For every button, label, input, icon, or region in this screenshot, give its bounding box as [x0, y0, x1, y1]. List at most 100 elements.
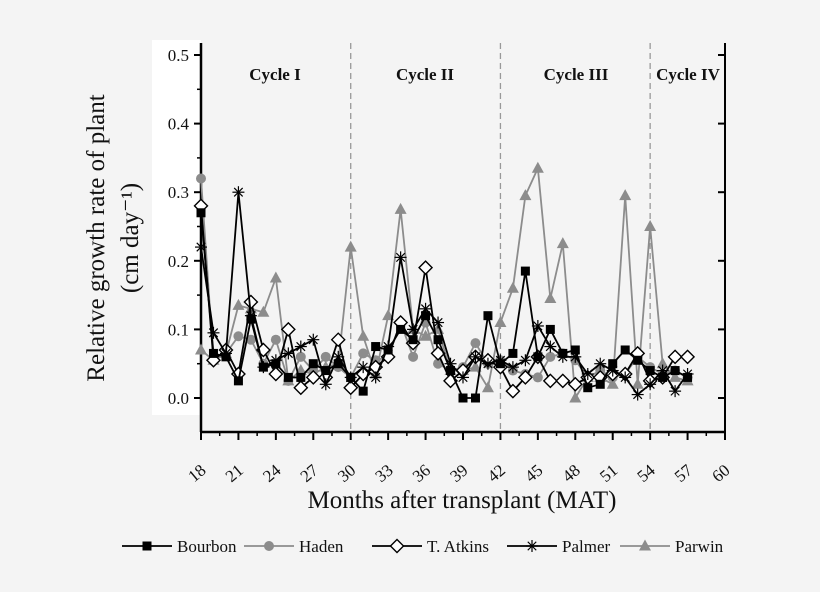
- x-tick-label: 36: [409, 461, 434, 486]
- marker-star: [369, 371, 382, 384]
- marker-star: [457, 371, 469, 384]
- marker-square: [421, 311, 431, 321]
- x-axis-label: Months after transplant (MAT): [308, 487, 617, 514]
- marker-star-stroke: [595, 359, 605, 369]
- marker-square: [683, 372, 693, 382]
- series-group: [193, 161, 696, 403]
- marker-triangle: [519, 189, 532, 201]
- marker-circle: [433, 358, 444, 369]
- x-tick-label: 24: [259, 460, 285, 486]
- marker-diamond: [680, 349, 696, 365]
- marker-triangle: [357, 329, 370, 341]
- marker-star-stroke: [283, 348, 294, 359]
- legend: Bourbon Haden T. Atkins Palmer Parwin: [122, 537, 724, 556]
- marker-square: [358, 386, 368, 396]
- marker-diamond: [280, 321, 296, 337]
- cycle-label-1: Cycle I: [249, 65, 301, 84]
- marker-triangle: [606, 377, 619, 389]
- legend-label: Haden: [299, 537, 344, 556]
- marker-star: [506, 361, 519, 374]
- marker-square: [321, 366, 331, 376]
- marker-star-stroke: [520, 355, 531, 365]
- marker-diamond: [542, 373, 558, 389]
- marker-triangle: [639, 539, 651, 551]
- marker-star: [544, 340, 557, 353]
- marker-square: [433, 335, 443, 345]
- marker-triangle: [644, 220, 657, 231]
- y-axis-label: Relative growth rate of plant: [83, 94, 110, 381]
- marker-star: [282, 347, 295, 360]
- marker-triangle: [419, 329, 432, 341]
- marker-square: [308, 359, 318, 369]
- marker-triangle: [469, 360, 482, 372]
- x-tick-label: 48: [559, 461, 584, 486]
- marker-circle: [196, 173, 206, 184]
- series-line: [200, 192, 689, 396]
- marker-star-stroke: [370, 372, 381, 383]
- marker-star-stroke: [645, 379, 655, 389]
- x-tick-label: 18: [184, 461, 209, 486]
- marker-circle: [245, 334, 256, 345]
- marker-star: [631, 388, 644, 401]
- marker-triangle: [257, 305, 270, 317]
- marker-star-stroke: [508, 362, 518, 372]
- marker-star: [526, 540, 538, 552]
- axes: 0.0 0.1 0.2 0.3 0.4 0.5 18 21 24 27 30 33 36 39 42 45 48…: [168, 43, 734, 486]
- marker-star-stroke: [533, 321, 543, 331]
- marker-square: [595, 379, 605, 389]
- x-tick-label: 30: [334, 461, 359, 486]
- legend-item: Haden: [244, 537, 344, 556]
- marker-circle: [320, 351, 331, 362]
- x-tick-label: 21: [222, 461, 247, 486]
- marker-triangle: [269, 271, 282, 283]
- y-axis-unit: (cm day⁻¹): [117, 183, 144, 293]
- series-bourbon: [196, 208, 693, 403]
- marker-square: [233, 376, 243, 386]
- marker-circle: [470, 338, 481, 349]
- marker-square: [258, 362, 268, 372]
- marker-diamond: [555, 373, 571, 389]
- marker-square: [533, 352, 543, 362]
- marker-star-stroke: [670, 386, 680, 396]
- marker-square: [221, 352, 231, 362]
- marker-triangle: [556, 237, 569, 249]
- marker-triangle: [619, 189, 632, 201]
- marker-triangle: [344, 240, 357, 252]
- marker-square: [520, 266, 530, 276]
- marker-square: [633, 355, 643, 365]
- legend-label: T. Atkins: [427, 537, 489, 556]
- marker-triangle: [394, 202, 407, 214]
- marker-square: [670, 366, 680, 376]
- marker-square: [508, 348, 518, 358]
- y-tick-label: 0.1: [168, 320, 189, 339]
- marker-star-stroke: [321, 379, 331, 389]
- cycle-label-4: Cycle IV: [656, 65, 720, 84]
- marker-square: [483, 311, 493, 321]
- marker-triangle: [531, 161, 544, 173]
- marker-star-stroke: [233, 187, 244, 197]
- marker-square: [346, 372, 356, 382]
- marker-circle: [270, 334, 281, 345]
- marker-square: [658, 372, 668, 382]
- marker-star-stroke: [358, 362, 368, 372]
- marker-triangle: [569, 391, 582, 403]
- marker-circle: [295, 351, 306, 362]
- marker-diamond: [567, 376, 583, 392]
- marker-square: [408, 335, 418, 345]
- marker-triangle: [506, 281, 519, 293]
- x-tick-label: 51: [596, 461, 621, 486]
- marker-star: [469, 350, 482, 363]
- marker-star-stroke: [433, 317, 443, 328]
- marker-star: [307, 333, 320, 346]
- marker-square: [196, 208, 206, 218]
- marker-square: [570, 345, 580, 355]
- marker-star-stroke: [470, 352, 481, 362]
- marker-triangle: [544, 292, 557, 304]
- marker-star: [519, 354, 532, 367]
- marker-star-stroke: [527, 541, 537, 551]
- marker-star: [357, 361, 370, 374]
- marker-square: [283, 372, 293, 382]
- marker-diamond: [243, 294, 259, 310]
- marker-star-stroke: [620, 372, 630, 383]
